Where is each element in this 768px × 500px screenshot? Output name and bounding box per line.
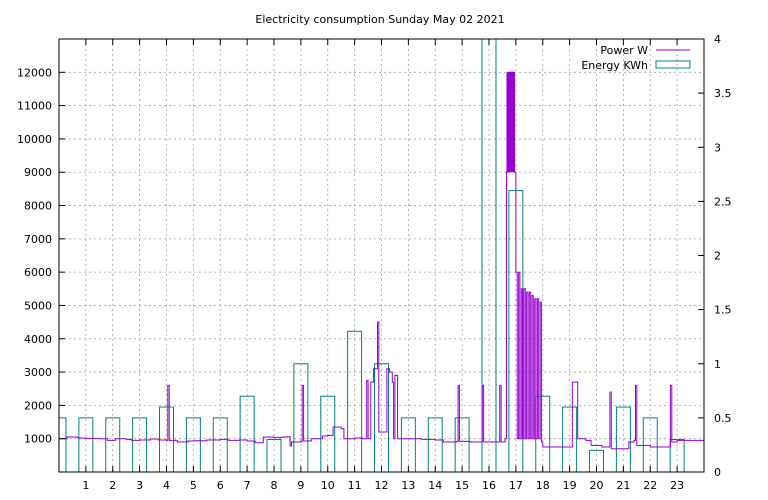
energy-bar <box>427 417 443 472</box>
x-tick-label: 6 <box>217 479 224 492</box>
power-peak-block <box>506 72 515 173</box>
x-tick-label: 15 <box>455 479 469 492</box>
energy-bar <box>212 417 228 472</box>
axes: 1 2 3 4 5 6 7 8 9 10 11 12 13 14 15 16 17 18 19 20 21 22 23100… <box>17 33 732 492</box>
y-left-tick-label: 11000 <box>17 100 52 113</box>
x-tick-label: 9 <box>297 479 304 492</box>
y-left-tick-label: 1000 <box>24 433 52 446</box>
x-tick-label: 5 <box>190 479 197 492</box>
x-tick-label: 17 <box>509 479 523 492</box>
x-tick-label: 20 <box>590 479 604 492</box>
energy-bar <box>185 417 201 472</box>
x-tick-label: 19 <box>563 479 577 492</box>
legend-label-energy: Energy KWh <box>581 59 648 72</box>
y-right-tick-label: 0.5 <box>714 412 732 425</box>
power-line <box>59 71 704 450</box>
x-tick-label: 23 <box>670 479 684 492</box>
energy-bar <box>293 363 309 472</box>
x-tick-label: 16 <box>482 479 496 492</box>
legend-swatch-energy <box>655 60 691 69</box>
energy-bar <box>105 417 121 472</box>
x-tick-label: 4 <box>163 479 170 492</box>
x-tick-label: 7 <box>244 479 251 492</box>
energy-bar <box>374 363 389 472</box>
energy-bar <box>132 417 148 472</box>
plot-frame <box>58 38 705 473</box>
legend: Power W Energy KWh <box>581 44 691 72</box>
y-right-tick-label: 1 <box>714 358 721 371</box>
grid <box>59 39 704 472</box>
power-series <box>59 71 704 450</box>
x-tick-label: 2 <box>109 479 116 492</box>
y-left-tick-label: 10000 <box>17 133 52 146</box>
y-right-tick-label: 1.5 <box>714 304 732 317</box>
y-left-tick-label: 7000 <box>24 233 52 246</box>
x-tick-label: 18 <box>536 479 550 492</box>
y-right-tick-label: 0 <box>714 466 721 479</box>
x-tick-label: 11 <box>348 479 362 492</box>
energy-bar <box>320 395 336 472</box>
y-right-tick-label: 3.5 <box>714 87 732 100</box>
y-right-tick-label: 2 <box>714 250 721 263</box>
y-left-tick-label: 12000 <box>17 66 52 79</box>
x-tick-label: 21 <box>616 479 630 492</box>
x-tick-label: 10 <box>321 479 335 492</box>
y-left-tick-label: 3000 <box>24 366 52 379</box>
y-left-tick-label: 4000 <box>24 333 52 346</box>
y-left-tick-label: 9000 <box>24 166 52 179</box>
energy-bar <box>400 417 416 472</box>
x-tick-label: 8 <box>271 479 278 492</box>
legend-label-power: Power W <box>600 44 648 57</box>
y-left-tick-label: 5000 <box>24 299 52 312</box>
y-right-tick-label: 4 <box>714 33 721 46</box>
y-left-tick-label: 8000 <box>24 200 52 213</box>
energy-bar <box>347 330 363 472</box>
energy-bar <box>454 417 470 472</box>
x-tick-label: 22 <box>643 479 657 492</box>
chart-title: Electricity consumption Sunday May 02 20… <box>255 13 504 26</box>
x-tick-label: 13 <box>401 479 415 492</box>
x-tick-label: 14 <box>428 479 442 492</box>
y-left-tick-label: 6000 <box>24 266 52 279</box>
x-tick-label: 3 <box>136 479 143 492</box>
x-tick-label: 12 <box>375 479 389 492</box>
energy-bar <box>239 395 255 472</box>
y-right-tick-label: 2.5 <box>714 195 732 208</box>
y-left-tick-label: 2000 <box>24 399 52 412</box>
energy-bar <box>589 449 604 472</box>
x-tick-label: 1 <box>82 479 89 492</box>
y-right-tick-label: 3 <box>714 141 721 154</box>
energy-bar <box>78 417 94 472</box>
